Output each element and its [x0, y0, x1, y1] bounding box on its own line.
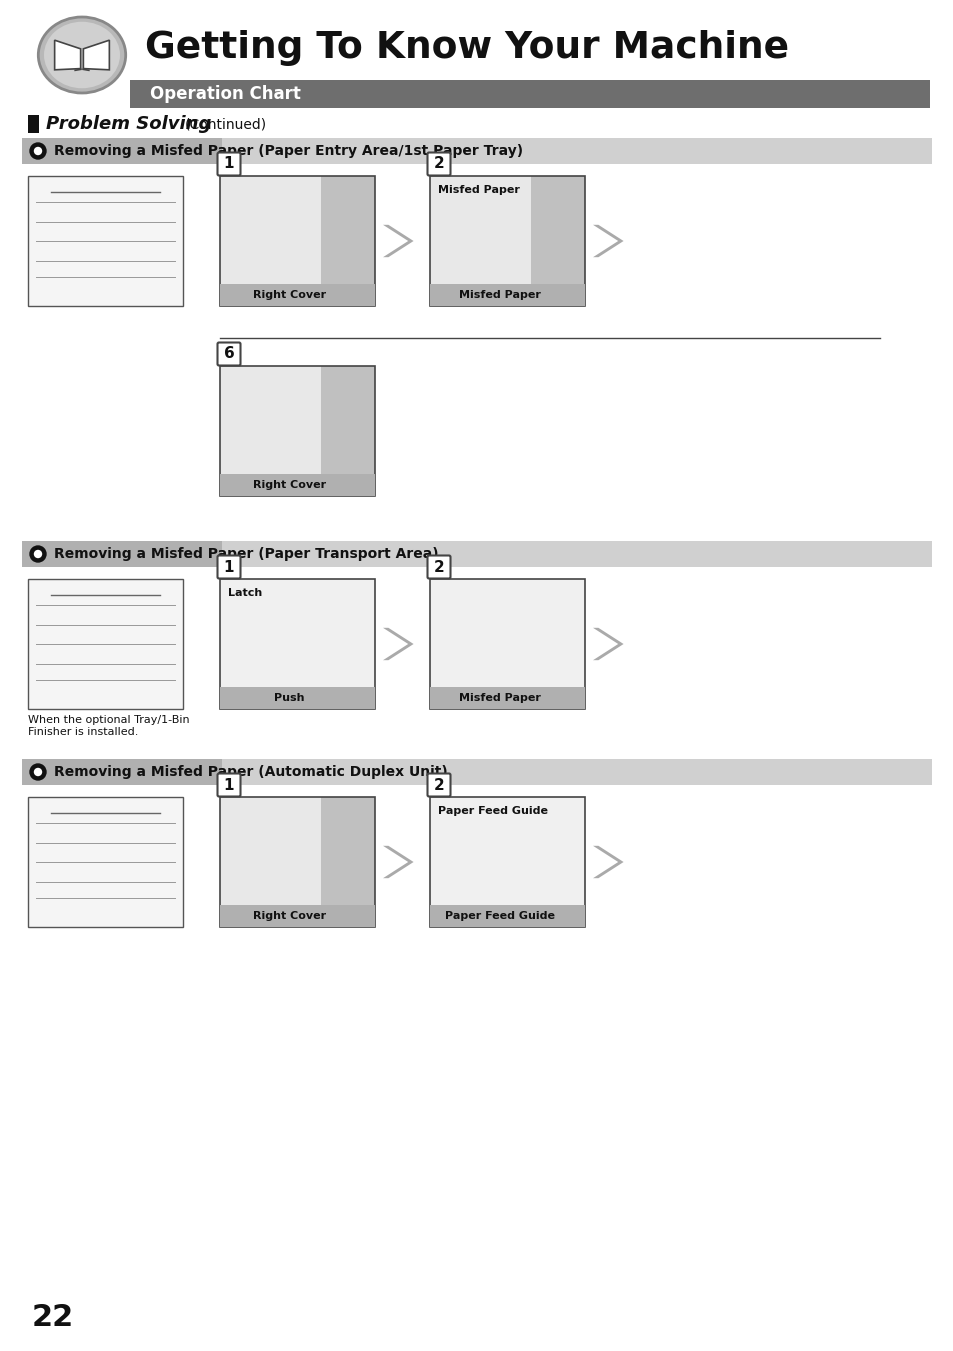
Bar — [220, 474, 375, 496]
Bar — [28, 176, 183, 305]
Bar — [220, 797, 320, 927]
Text: Removing a Misfed Paper (Paper Transport Area): Removing a Misfed Paper (Paper Transport… — [54, 547, 438, 561]
Text: Operation Chart: Operation Chart — [150, 85, 300, 103]
Text: Paper Feed Guide: Paper Feed Guide — [444, 911, 554, 921]
Text: Misfed Paper: Misfed Paper — [458, 290, 540, 300]
FancyBboxPatch shape — [427, 774, 450, 797]
FancyBboxPatch shape — [217, 343, 240, 366]
Polygon shape — [382, 846, 414, 878]
Circle shape — [30, 765, 46, 780]
Polygon shape — [382, 628, 414, 661]
FancyBboxPatch shape — [217, 555, 240, 578]
Text: Getting To Know Your Machine: Getting To Know Your Machine — [145, 30, 788, 66]
FancyBboxPatch shape — [217, 153, 240, 176]
Circle shape — [34, 550, 42, 558]
FancyBboxPatch shape — [217, 774, 240, 797]
Bar — [220, 176, 375, 305]
Bar — [22, 540, 931, 567]
Bar — [22, 138, 222, 163]
Text: 1: 1 — [224, 559, 234, 574]
Bar — [220, 688, 375, 709]
Polygon shape — [382, 224, 414, 257]
Text: 1: 1 — [224, 777, 234, 793]
Text: Right Cover: Right Cover — [253, 911, 326, 921]
Bar — [28, 580, 183, 709]
Polygon shape — [593, 846, 623, 878]
Ellipse shape — [38, 18, 126, 93]
Bar — [220, 176, 320, 305]
Text: 6: 6 — [223, 346, 234, 362]
Text: Right Cover: Right Cover — [253, 480, 326, 490]
Bar — [22, 759, 222, 785]
Bar — [220, 284, 375, 305]
Text: When the optional Tray/1-Bin
Finisher is installed.: When the optional Tray/1-Bin Finisher is… — [28, 715, 190, 736]
Text: 22: 22 — [32, 1304, 74, 1332]
Text: Removing a Misfed Paper (Automatic Duplex Unit): Removing a Misfed Paper (Automatic Duple… — [54, 765, 447, 780]
Text: Paper Feed Guide: Paper Feed Guide — [437, 807, 547, 816]
Bar — [320, 176, 375, 305]
Text: Misfed Paper: Misfed Paper — [458, 693, 540, 703]
Text: Push: Push — [274, 693, 305, 703]
Bar — [430, 905, 584, 927]
Polygon shape — [83, 41, 110, 70]
Text: Removing a Misfed Paper (Paper Entry Area/1st Paper Tray): Removing a Misfed Paper (Paper Entry Are… — [54, 145, 522, 158]
Bar — [320, 366, 375, 496]
Bar — [220, 366, 320, 496]
Bar — [28, 797, 183, 927]
Circle shape — [34, 147, 42, 154]
Text: 2: 2 — [434, 559, 444, 574]
Bar — [430, 284, 584, 305]
Polygon shape — [54, 41, 81, 70]
FancyBboxPatch shape — [427, 555, 450, 578]
Bar — [22, 138, 931, 163]
Polygon shape — [593, 628, 623, 661]
Circle shape — [30, 143, 46, 159]
Bar — [320, 797, 375, 927]
Polygon shape — [593, 224, 623, 257]
Bar — [220, 366, 375, 496]
Bar — [28, 115, 39, 132]
Ellipse shape — [44, 22, 120, 88]
Bar — [430, 580, 584, 709]
Bar — [220, 905, 375, 927]
Bar — [530, 176, 584, 305]
Bar — [430, 688, 584, 709]
Bar — [430, 176, 584, 305]
Text: 2: 2 — [434, 777, 444, 793]
Text: Right Cover: Right Cover — [253, 290, 326, 300]
Circle shape — [30, 546, 46, 562]
Text: (Continued): (Continued) — [185, 118, 267, 131]
Bar — [430, 797, 584, 927]
Bar — [22, 540, 222, 567]
Bar — [130, 80, 929, 108]
FancyBboxPatch shape — [427, 153, 450, 176]
Bar — [430, 176, 530, 305]
Text: Problem Solving: Problem Solving — [46, 115, 212, 132]
Bar — [220, 797, 375, 927]
Text: Misfed Paper: Misfed Paper — [437, 185, 519, 195]
Circle shape — [34, 769, 42, 775]
Text: Latch: Latch — [228, 588, 262, 598]
Bar — [220, 580, 375, 709]
Text: 2: 2 — [434, 157, 444, 172]
Text: 1: 1 — [224, 157, 234, 172]
Bar — [22, 759, 931, 785]
